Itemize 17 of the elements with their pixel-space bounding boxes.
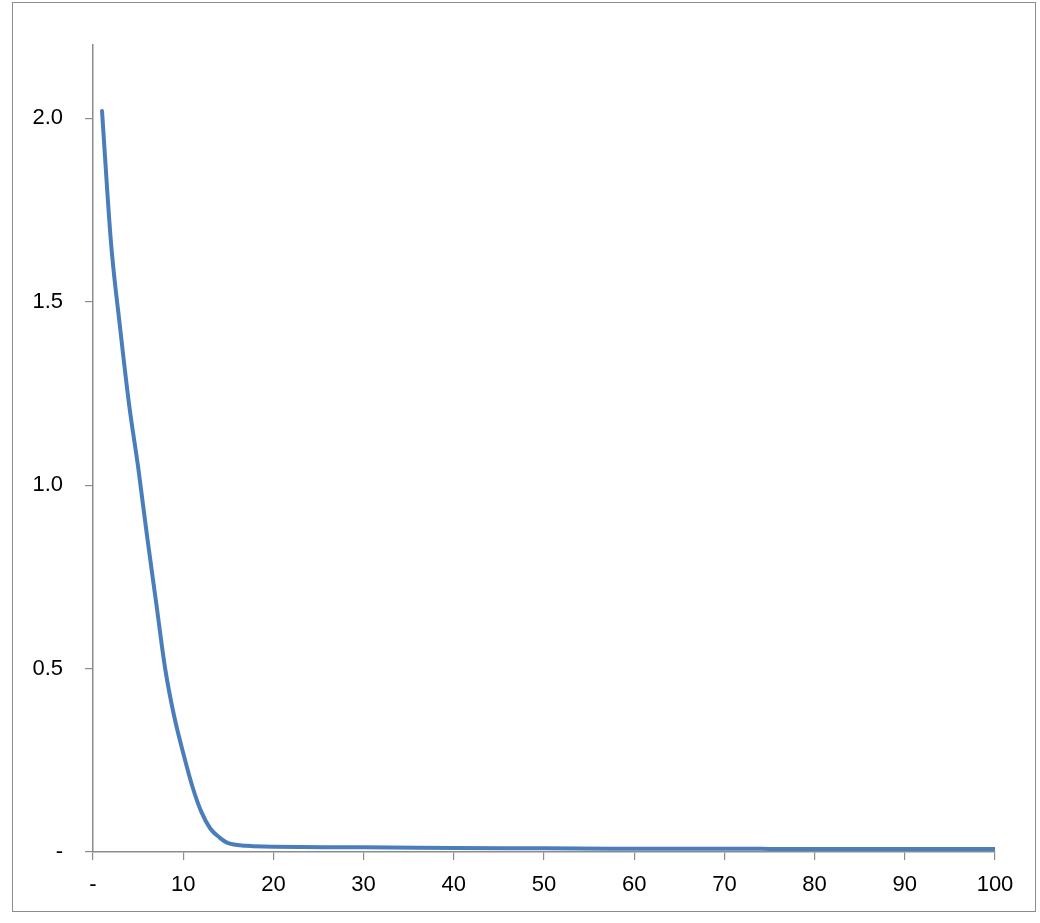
x-tick-label: 50 bbox=[531, 871, 557, 897]
y-tick-label: - bbox=[55, 838, 63, 864]
x-tick-label: 10 bbox=[170, 871, 196, 897]
y-tick-label: 1.0 bbox=[32, 471, 63, 497]
x-tick-label: - bbox=[89, 871, 97, 897]
x-tick-label: 70 bbox=[712, 871, 737, 897]
line-series bbox=[100, 109, 995, 852]
x-tick-label: 100 bbox=[976, 871, 1014, 897]
y-tick-label: 1.5 bbox=[32, 287, 63, 313]
x-tick-label: 40 bbox=[441, 871, 467, 897]
x-tick-label: 20 bbox=[261, 871, 286, 897]
x-tick-label: 90 bbox=[892, 871, 918, 897]
y-tick-label: 0.5 bbox=[32, 654, 63, 680]
x-tick-label: 80 bbox=[802, 871, 827, 897]
y-tick-label: 2.0 bbox=[32, 104, 63, 130]
x-tick-label: 60 bbox=[621, 871, 647, 897]
x-tick-label: 30 bbox=[351, 871, 376, 897]
